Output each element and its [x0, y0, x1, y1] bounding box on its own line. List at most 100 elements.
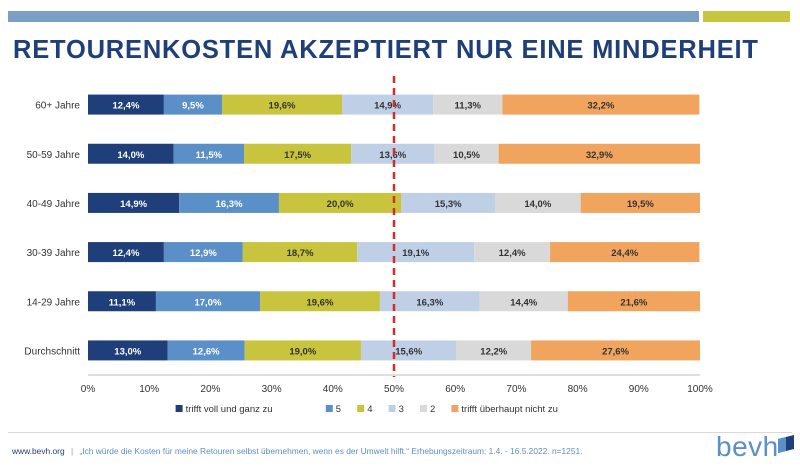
bar-segment — [244, 340, 361, 361]
bar-segment — [379, 291, 480, 312]
footer-separator: | — [70, 446, 74, 456]
bevh-logo: bevh — [716, 431, 800, 471]
data-label: 12,4% — [112, 101, 139, 112]
category-label: 50-59 Jahre — [27, 150, 81, 161]
bar-segment — [88, 192, 180, 213]
bar-segment — [88, 242, 164, 263]
legend-label: 3 — [399, 404, 404, 415]
x-tick-label: 40% — [323, 384, 343, 395]
bar-segment — [341, 94, 434, 115]
page-title: RETOURENKOSTEN AKZEPTIERT NUR EINE MINDE… — [13, 36, 759, 64]
legend-swatch — [175, 405, 183, 412]
bar-segment — [357, 242, 475, 263]
x-tick-label: 50% — [384, 384, 404, 395]
data-label: 32,9% — [586, 150, 613, 161]
data-label: 18,7% — [287, 248, 314, 259]
top-bar-yellow — [703, 11, 790, 22]
data-label: 19,6% — [269, 101, 296, 112]
x-tick-label: 20% — [200, 384, 220, 395]
footer-note: „Ich würde die Kosten für meine Retouren… — [79, 446, 583, 456]
bar-segment — [163, 242, 243, 263]
x-tick-label: 90% — [629, 384, 649, 395]
data-label: 32,2% — [587, 101, 614, 112]
x-tick-label: 10% — [139, 384, 159, 395]
bar-segment — [88, 94, 164, 115]
footer-divider — [8, 432, 792, 433]
x-tick-label: 0% — [81, 384, 96, 395]
data-label: 19,0% — [289, 346, 316, 357]
bar-segment — [88, 143, 174, 164]
bar-segment — [88, 340, 168, 361]
x-tick-label: 80% — [568, 384, 588, 395]
bar-segment — [498, 143, 700, 164]
bar-segment — [259, 291, 380, 312]
data-label: 14,4% — [510, 297, 537, 308]
bar-segment — [550, 242, 700, 263]
x-tick-label: 30% — [262, 384, 282, 395]
bar-segment — [401, 192, 495, 213]
bar-segment — [479, 291, 568, 312]
data-label: 12,9% — [190, 248, 217, 259]
x-tick-label: 100% — [687, 384, 713, 395]
category-label: Durchschnitt — [24, 346, 80, 357]
legend-swatch — [388, 405, 396, 412]
bar-segment — [502, 94, 700, 115]
legend-swatch — [420, 405, 427, 412]
stacked-bar-chart: 60+ Jahre 12,4% 9,5% 19,6% 14,9% 11,3% 32,2%50… — [24, 76, 713, 415]
category-label: 40-49 Jahre — [27, 199, 81, 210]
legend-swatch — [357, 405, 365, 412]
data-label: 15,6% — [395, 346, 422, 357]
logo-text: bevh — [716, 431, 779, 462]
category-label: 30-39 Jahre — [27, 248, 81, 259]
bar-segment — [242, 242, 358, 263]
bar-segment — [474, 242, 551, 263]
data-label: 16,3% — [416, 297, 443, 308]
data-label: 15,3% — [435, 199, 462, 210]
bar-segment — [531, 340, 700, 361]
legend-label: 2 — [430, 404, 435, 415]
bar-segment — [244, 143, 352, 164]
data-label: 27,6% — [602, 346, 629, 357]
bar-segment — [580, 192, 700, 213]
top-bar-blue — [8, 11, 699, 22]
x-tick-label: 70% — [506, 384, 526, 395]
data-label: 13,6% — [379, 150, 406, 161]
data-label: 24,4% — [611, 248, 638, 259]
footer: www.bevh.org | „Ich würde die Kosten für… — [12, 446, 582, 456]
data-label: 12,2% — [480, 346, 507, 357]
data-label: 11,1% — [109, 297, 136, 308]
data-label: 11,5% — [196, 150, 223, 161]
bar-segment — [222, 94, 342, 115]
footer-url[interactable]: www.bevh.org — [12, 446, 65, 456]
bar-segment — [456, 340, 532, 361]
bar-segment — [179, 192, 279, 213]
bar-segment — [434, 143, 499, 164]
data-label: 20,0% — [327, 199, 354, 210]
data-label: 14,0% — [524, 199, 551, 210]
legend-label: trifft voll und ganz zu — [186, 404, 273, 415]
legend-swatch — [451, 405, 459, 412]
data-label: 12,4% — [112, 248, 139, 259]
data-label: 14,9% — [120, 199, 147, 210]
bar-segment — [278, 192, 402, 213]
data-label: 16,3% — [216, 199, 243, 210]
data-label: 12,6% — [193, 346, 220, 357]
bar-segment — [433, 94, 503, 115]
data-label: 13,0% — [114, 346, 141, 357]
legend-label: 4 — [367, 404, 372, 415]
bar-segment — [88, 291, 156, 312]
data-label: 14,0% — [117, 150, 144, 161]
legend-label: 5 — [336, 404, 341, 415]
bar-segment — [360, 340, 457, 361]
legend-label: trifft überhaupt nicht zu — [461, 404, 557, 415]
data-label: 9,5% — [182, 101, 204, 112]
bar-segment — [167, 340, 245, 361]
legend-swatch — [325, 405, 333, 412]
bar-segment — [494, 192, 581, 213]
bar-segment — [163, 94, 223, 115]
bar-segment — [155, 291, 260, 312]
data-label: 19,1% — [402, 248, 429, 259]
data-label: 14,9% — [374, 101, 401, 112]
data-label: 21,6% — [620, 297, 647, 308]
data-label: 17,0% — [194, 297, 221, 308]
